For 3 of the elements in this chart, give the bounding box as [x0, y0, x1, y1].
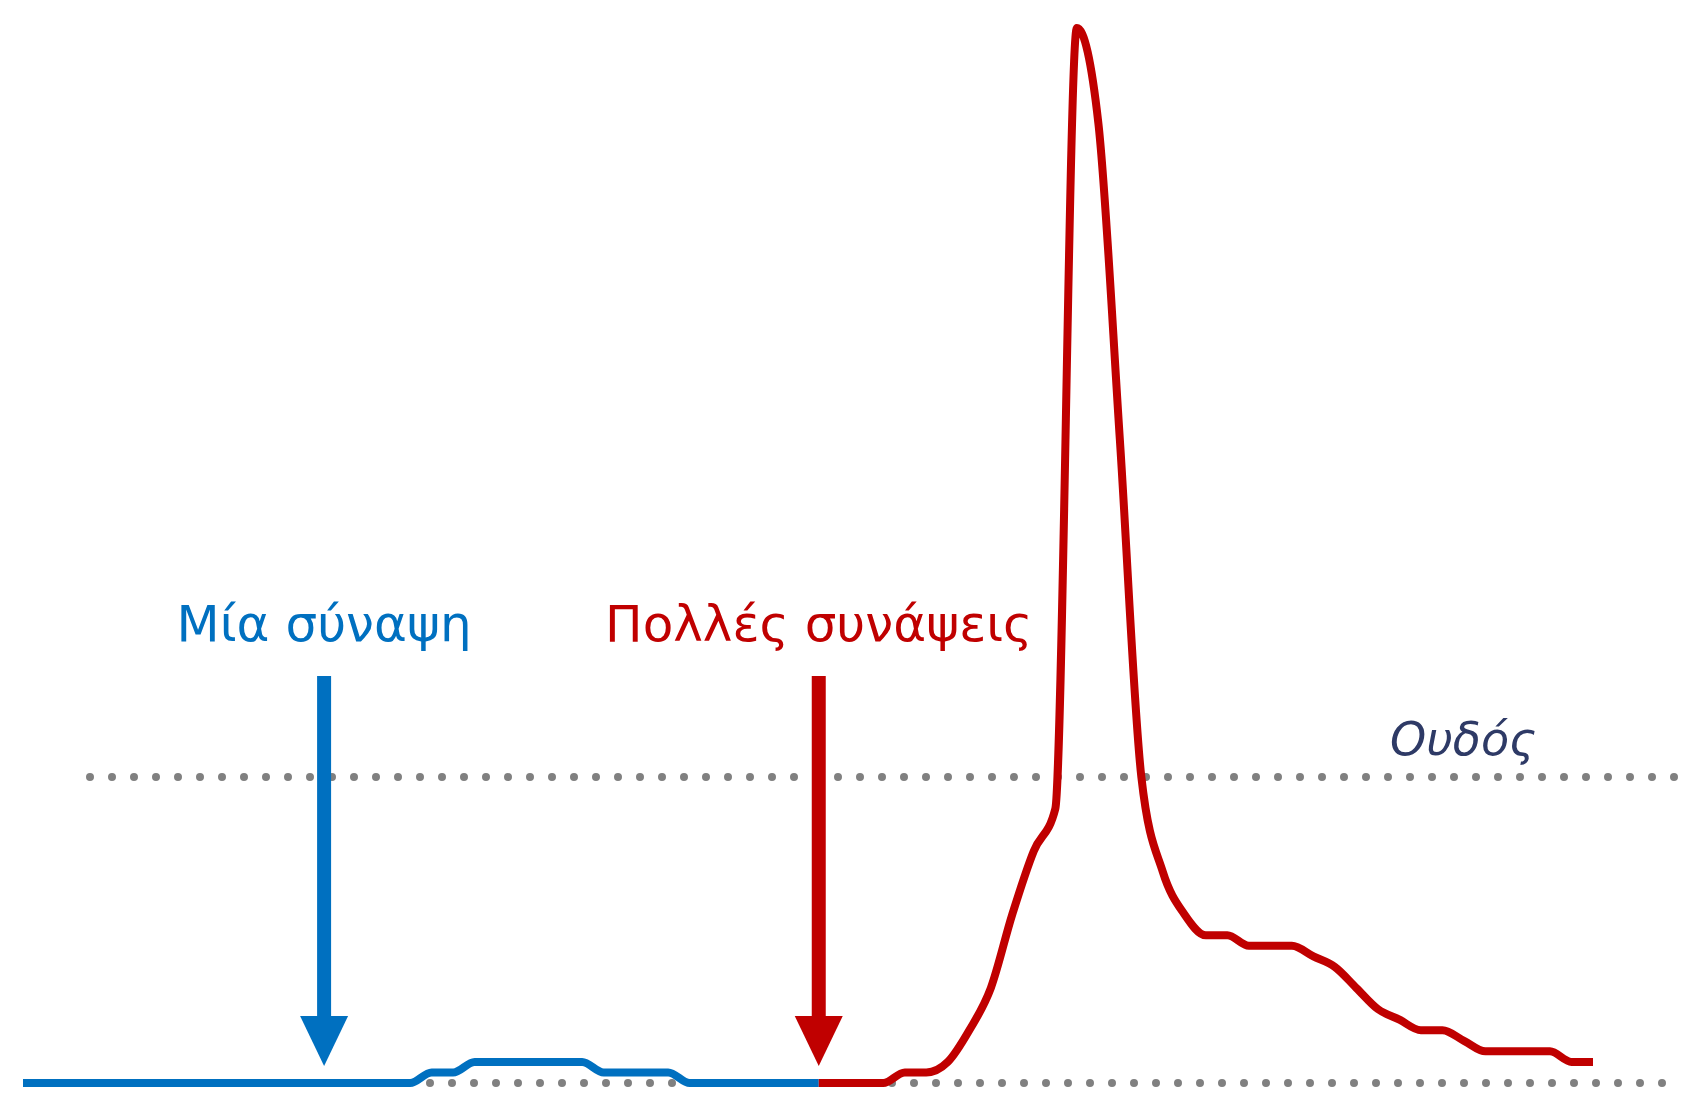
annotation: Μία σύναψη	[176, 595, 472, 653]
ref-line-label: Ουδός	[1389, 712, 1537, 767]
annotation: Πολλές συνάψεις	[605, 595, 1033, 653]
